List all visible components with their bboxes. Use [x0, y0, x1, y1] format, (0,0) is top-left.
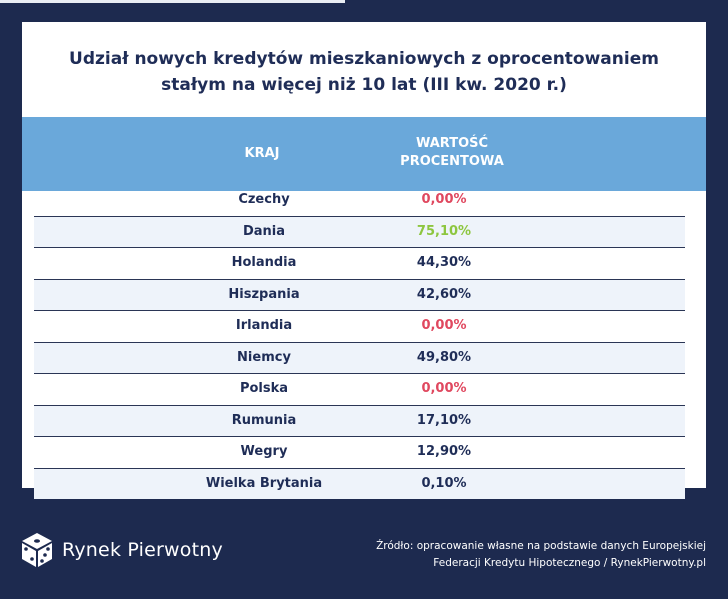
- source-note: Źródło: opracowanie własne na podstawie …: [326, 538, 706, 572]
- table-row: Czechy 0,00%: [34, 185, 685, 217]
- country-cell: Rumunia: [231, 412, 297, 428]
- table-row: Wielka Brytania 0,10%: [34, 468, 685, 499]
- table-row: Hiszpania 42,60%: [34, 279, 685, 311]
- value-cell: 42,60%: [416, 286, 472, 302]
- brand-logo: Rynek Pierwotny: [20, 530, 223, 570]
- page-title: Udział nowych kredytów mieszkaniowych z …: [22, 46, 706, 98]
- table-body: Czechy 0,00% Dania 75,10% Holandia 44,30% Hisz…: [34, 185, 685, 499]
- country-cell: Niemcy: [237, 349, 291, 365]
- top-accent-line: [0, 0, 345, 3]
- country-cell: Wegry: [240, 444, 288, 459]
- table-row: Polska 0,00%: [34, 374, 685, 406]
- table-row: Holandia 44,30%: [34, 248, 685, 280]
- country-cell: Holandia: [231, 255, 297, 270]
- value-cell: 17,10%: [416, 412, 472, 428]
- country-cell: Hiszpania: [228, 286, 300, 302]
- title-line-2: stałym na więcej niż 10 lat (III kw. 202…: [161, 75, 567, 95]
- source-line-2: Federacji Kredytu Hipotecznego / RynekPi…: [433, 557, 706, 569]
- value-cell: 12,90%: [416, 444, 472, 459]
- value-cell: 44,30%: [416, 255, 472, 270]
- column-header-value: WARTOŚĆ PROCENTOWA: [400, 136, 504, 169]
- column-header-country: KRAJ: [244, 146, 280, 161]
- country-cell: Irlandia: [235, 318, 293, 333]
- value-cell: 0,00%: [421, 381, 467, 396]
- country-cell: Dania: [242, 223, 286, 239]
- value-cell: 0,10%: [421, 475, 467, 491]
- value-cell: 0,00%: [421, 192, 467, 207]
- table-row: Rumunia 17,10%: [34, 405, 685, 437]
- dice-cube-icon: [22, 533, 52, 567]
- country-cell: Polska: [239, 381, 289, 396]
- value-cell: 0,00%: [421, 318, 467, 333]
- table-header: KRAJ WARTOŚĆ PROCENTOWA: [22, 117, 706, 191]
- table-row: Wegry 12,90%: [34, 437, 685, 469]
- table-row: Irlandia 0,00%: [34, 311, 685, 343]
- table-row: Niemcy 49,80%: [34, 342, 685, 374]
- value-cell: 75,10%: [416, 223, 472, 239]
- table-row: Dania 75,10%: [34, 216, 685, 248]
- source-line-1: Źródło: opracowanie własne na podstawie …: [376, 540, 706, 552]
- table-card: Udział nowych kredytów mieszkaniowych z …: [22, 22, 706, 499]
- country-cell: Czechy: [238, 192, 290, 207]
- title-line-1: Udział nowych kredytów mieszkaniowych z …: [69, 49, 659, 69]
- country-cell: Wielka Brytania: [205, 475, 323, 491]
- value-cell: 49,80%: [416, 349, 472, 365]
- logo-text: Rynek Pierwotny: [62, 539, 223, 561]
